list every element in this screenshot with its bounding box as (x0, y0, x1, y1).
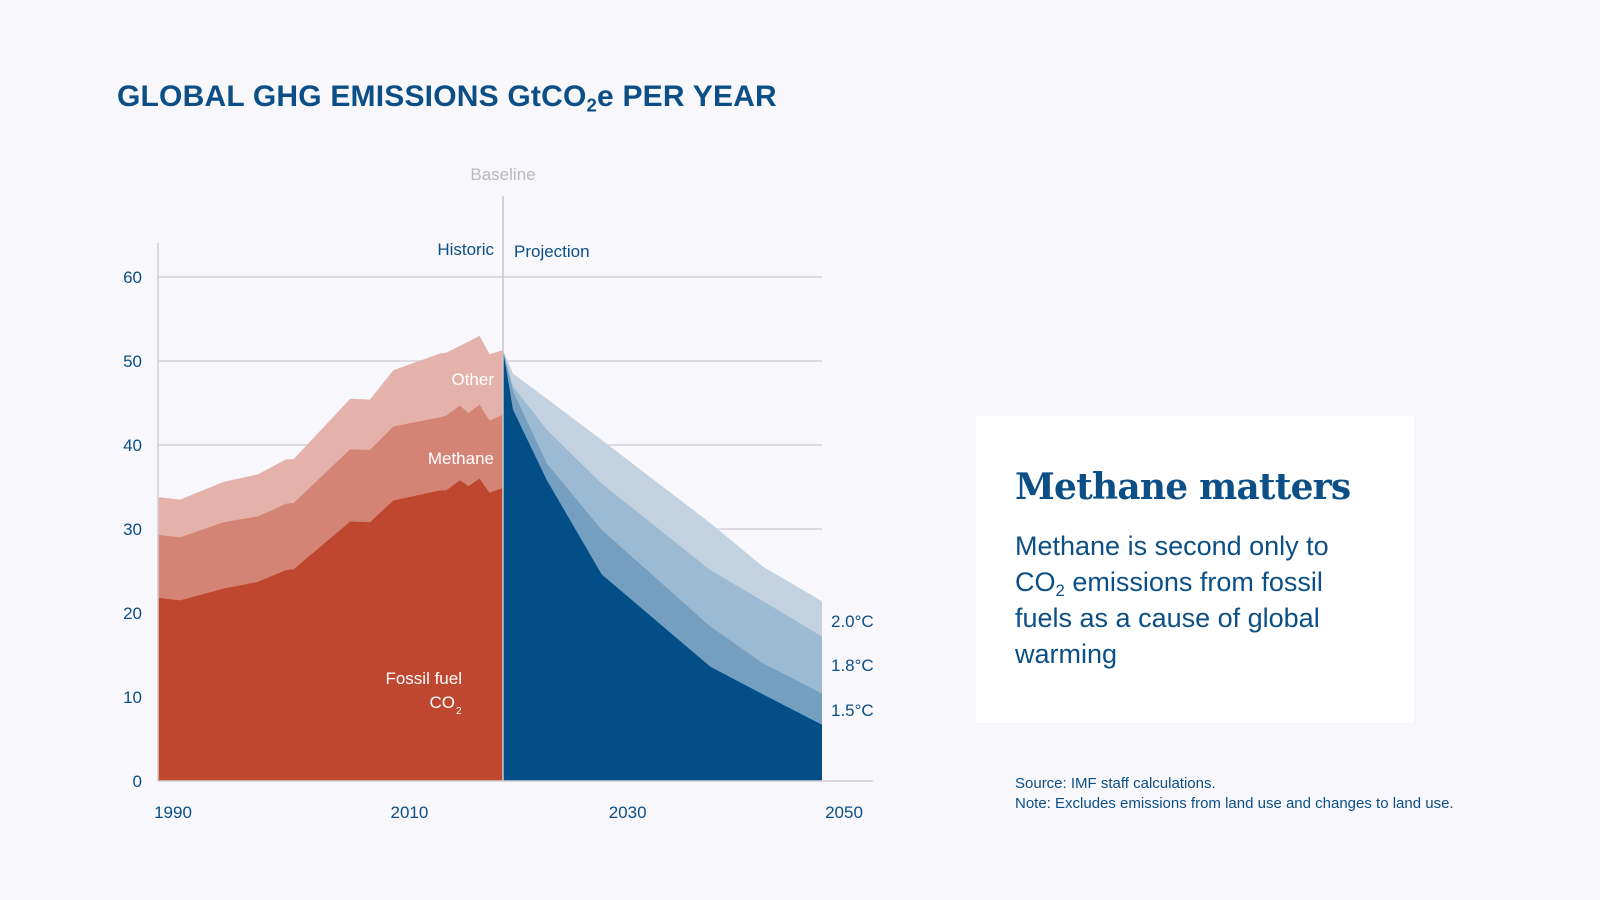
x-tick-label: 2010 (391, 803, 429, 822)
y-tick-label: 30 (123, 520, 142, 539)
series-label-other: Other (451, 370, 494, 389)
source-note: Source: IMF staff calculations. (1015, 775, 1216, 792)
series-label-co2-subscript: 2 (456, 706, 462, 717)
x-tick-label: 2030 (609, 803, 647, 822)
y-tick-label: 40 (123, 436, 142, 455)
scenario-label: 1.8°C (831, 656, 874, 675)
y-tick-label: 20 (123, 604, 142, 623)
area-fossil-fuel-co2 (158, 478, 503, 781)
y-tick-label: 10 (123, 688, 142, 707)
chart-notes: Source: IMF staff calculations. Note: Ex… (1015, 774, 1454, 814)
baseline-label: Baseline (470, 165, 535, 184)
card-body: Methane is second only to CO2 emissions … (1015, 531, 1329, 669)
x-tick-label: 2050 (825, 803, 863, 822)
scenario-label: 1.5°C (831, 701, 874, 720)
projection-label: Projection (514, 242, 590, 261)
info-card: Methane matters Methane is second only t… (976, 416, 1414, 723)
historic-label: Historic (437, 240, 494, 259)
series-label-co2: CO (430, 693, 456, 712)
y-tick-label: 60 (123, 268, 142, 287)
series-label-methane: Methane (428, 449, 494, 468)
card-heading: Methane matters (1015, 466, 1351, 508)
y-tick-label: 0 (133, 772, 142, 791)
x-tick-label: 1990 (154, 803, 192, 822)
y-tick-label: 50 (123, 352, 142, 371)
chart-title: GLOBAL GHG EMISSIONS GtCO2e PER YEAR (117, 80, 777, 116)
series-label-fossil-fuel: Fossil fuel (385, 669, 462, 688)
exclusion-note: Note: Excludes emissions from land use a… (1015, 795, 1454, 812)
projection-band-base (503, 350, 822, 781)
scenario-label: 2.0°C (831, 612, 874, 631)
